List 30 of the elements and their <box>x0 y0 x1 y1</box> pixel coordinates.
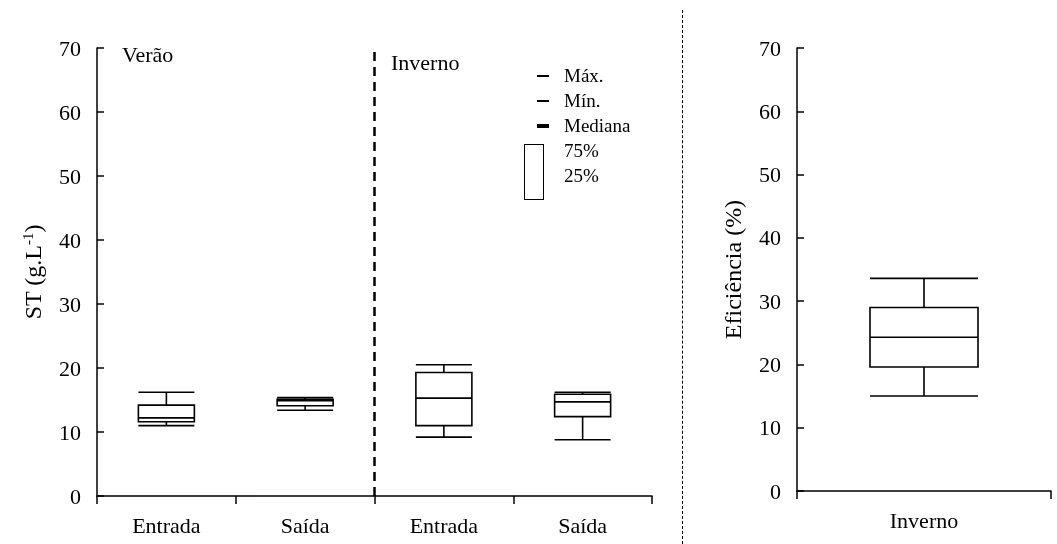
x-tick-label: Entrada <box>132 512 201 538</box>
annotation: 25% <box>564 165 599 186</box>
y-tick-label: 50 <box>759 162 781 188</box>
y-tick-label: 70 <box>759 35 781 61</box>
y-axis-title: Eficiência (%) <box>720 199 746 340</box>
x-tick-label: Saída <box>558 512 608 538</box>
y-tick-label: 0 <box>70 483 81 509</box>
y-tick-label: 50 <box>59 163 81 189</box>
annotation: Inverno <box>389 50 460 75</box>
y-tick-label: 10 <box>759 415 781 441</box>
y-tick-label: 40 <box>59 227 81 253</box>
y-tick-label: 10 <box>59 419 81 445</box>
x-tick-label: Inverno <box>889 507 959 533</box>
annotation: Mediana <box>564 115 631 136</box>
y-tick-label: 60 <box>59 99 81 125</box>
annotation: Mín. <box>564 90 601 111</box>
y-tick-label: 70 <box>59 35 81 61</box>
y-tick-label: 40 <box>759 225 781 251</box>
y-tick-label: 60 <box>759 98 781 124</box>
y-axis-title: ST (g.L-1) <box>19 224 46 320</box>
x-tick-label: Entrada <box>409 512 479 538</box>
y-tick-label: 20 <box>59 355 81 381</box>
x-tick-label: Saída <box>280 512 330 538</box>
annotation: Máx. <box>564 65 604 86</box>
y-tick-label: 30 <box>59 291 81 317</box>
annotation: 75% <box>564 140 599 161</box>
y-tick-label: 30 <box>759 288 781 314</box>
annotation: Verão <box>122 42 174 67</box>
y-tick-label: 0 <box>770 478 781 504</box>
y-tick-label: 20 <box>759 351 781 377</box>
